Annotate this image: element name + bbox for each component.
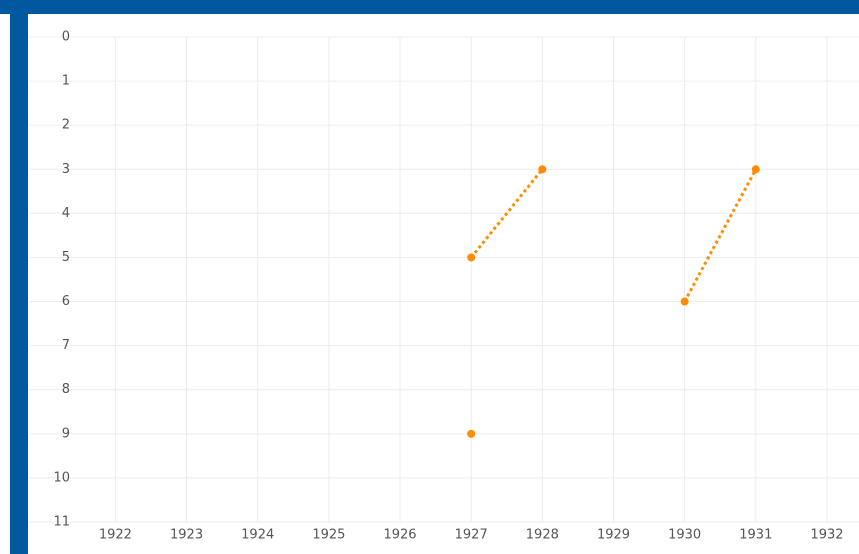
x-tick-label: 1925 <box>312 528 345 543</box>
y-tick-label: 8 <box>62 382 70 397</box>
x-tick-label: 1931 <box>739 528 772 543</box>
x-tick-label: 1927 <box>455 528 488 543</box>
x-tick-label: 1932 <box>810 528 843 543</box>
y-tick-label: 9 <box>62 426 70 441</box>
y-tick-label: 1 <box>62 74 70 89</box>
point <box>467 253 476 262</box>
x-tick-label: 1926 <box>383 528 416 543</box>
point <box>680 297 689 306</box>
y-tick-label: 3 <box>62 162 70 177</box>
y-tick-label: 10 <box>53 470 70 485</box>
y-tick-label: 6 <box>62 294 70 309</box>
point <box>467 429 476 438</box>
x-tick-label: 1930 <box>668 528 701 543</box>
y-tick-label: 4 <box>62 206 70 221</box>
x-tick-label: 1923 <box>170 528 203 543</box>
line-segment <box>683 168 758 303</box>
x-tick-label: 1929 <box>597 528 630 543</box>
y-tick-label: 11 <box>53 515 70 530</box>
x-tick-label: 1924 <box>241 528 274 543</box>
y-tick-label: 2 <box>62 118 70 133</box>
line-segment <box>470 168 544 259</box>
y-tick-label: 0 <box>62 30 70 45</box>
y-tick-label: 5 <box>62 250 70 265</box>
point <box>538 165 547 174</box>
y-tick-label: 7 <box>62 338 70 353</box>
x-tick-label: 1922 <box>99 528 132 543</box>
x-tick-label: 1928 <box>526 528 559 543</box>
side-bar <box>10 0 28 554</box>
top-bar <box>0 0 859 14</box>
point <box>751 165 760 174</box>
